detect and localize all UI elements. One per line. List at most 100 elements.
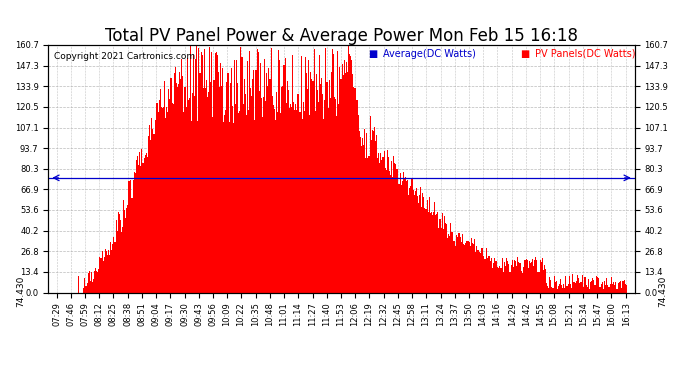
Bar (544, 265, 545, 292)
Bar (322, 94, 323, 292)
Bar (434, 202, 435, 292)
Bar (362, 138, 363, 292)
Bar (435, 215, 436, 292)
Bar (253, 70, 255, 292)
Bar (207, 97, 208, 292)
Bar (120, 220, 121, 292)
Bar (595, 276, 597, 292)
Text: 74.430: 74.430 (16, 276, 25, 308)
Bar (444, 216, 445, 292)
Bar (334, 97, 335, 292)
Bar (222, 68, 223, 292)
Bar (455, 235, 457, 292)
Bar (622, 280, 624, 292)
Bar (195, 58, 196, 292)
Bar (532, 259, 533, 292)
Bar (443, 229, 444, 292)
Bar (348, 43, 349, 292)
Bar (418, 203, 419, 292)
Bar (557, 289, 558, 292)
Bar (83, 288, 84, 292)
Bar (235, 104, 236, 292)
Bar (588, 279, 589, 292)
Bar (364, 129, 365, 292)
Bar (255, 70, 257, 292)
Bar (562, 288, 563, 292)
Bar (430, 213, 431, 292)
Bar (243, 104, 244, 292)
Bar (97, 272, 99, 292)
Bar (182, 76, 184, 292)
Bar (239, 111, 240, 292)
Bar (86, 283, 88, 292)
Bar (174, 73, 175, 292)
Bar (320, 84, 321, 292)
Bar (119, 214, 120, 292)
Bar (248, 110, 249, 292)
Bar (399, 184, 400, 292)
Bar (186, 58, 188, 292)
Bar (416, 188, 417, 292)
Bar (319, 55, 320, 292)
Bar (476, 246, 477, 292)
Bar (136, 160, 137, 292)
Bar (432, 215, 433, 292)
Bar (340, 79, 342, 292)
Bar (560, 279, 561, 292)
Bar (568, 284, 569, 292)
Bar (190, 46, 191, 292)
Bar (315, 111, 316, 292)
Bar (166, 107, 167, 292)
Bar (345, 73, 346, 292)
Bar (84, 278, 86, 292)
Bar (387, 150, 388, 292)
Bar (368, 156, 370, 292)
Bar (148, 135, 149, 292)
Bar (146, 153, 147, 292)
Bar (95, 268, 96, 292)
Bar (109, 255, 110, 292)
Bar (307, 89, 308, 292)
Bar (250, 88, 251, 292)
Bar (365, 158, 366, 292)
Bar (451, 232, 453, 292)
Bar (336, 116, 337, 292)
Bar (112, 244, 113, 292)
Bar (440, 228, 442, 292)
Bar (377, 158, 378, 292)
Bar (310, 72, 311, 292)
Bar (175, 68, 176, 292)
Bar (388, 157, 389, 292)
Bar (573, 282, 574, 292)
Bar (533, 267, 534, 292)
Bar (507, 261, 509, 292)
Bar (249, 51, 250, 292)
Bar (138, 165, 139, 292)
Bar (299, 112, 301, 292)
Bar (397, 184, 399, 292)
Bar (609, 284, 611, 292)
Bar (607, 285, 609, 292)
Bar (251, 96, 253, 292)
Bar (536, 261, 538, 292)
Bar (520, 263, 521, 292)
Bar (134, 172, 135, 292)
Bar (504, 262, 505, 292)
Bar (126, 209, 128, 292)
Bar (540, 260, 541, 292)
Bar (155, 120, 157, 292)
Bar (130, 198, 132, 292)
Bar (159, 89, 161, 292)
Bar (538, 272, 540, 292)
Bar (611, 285, 613, 292)
Bar (459, 233, 460, 292)
Bar (132, 180, 134, 292)
Bar (240, 47, 241, 292)
Bar (332, 50, 333, 292)
Bar (475, 252, 476, 292)
Bar (337, 51, 338, 292)
Bar (549, 278, 551, 292)
Bar (471, 238, 472, 292)
Bar (545, 269, 546, 292)
Bar (103, 261, 104, 292)
